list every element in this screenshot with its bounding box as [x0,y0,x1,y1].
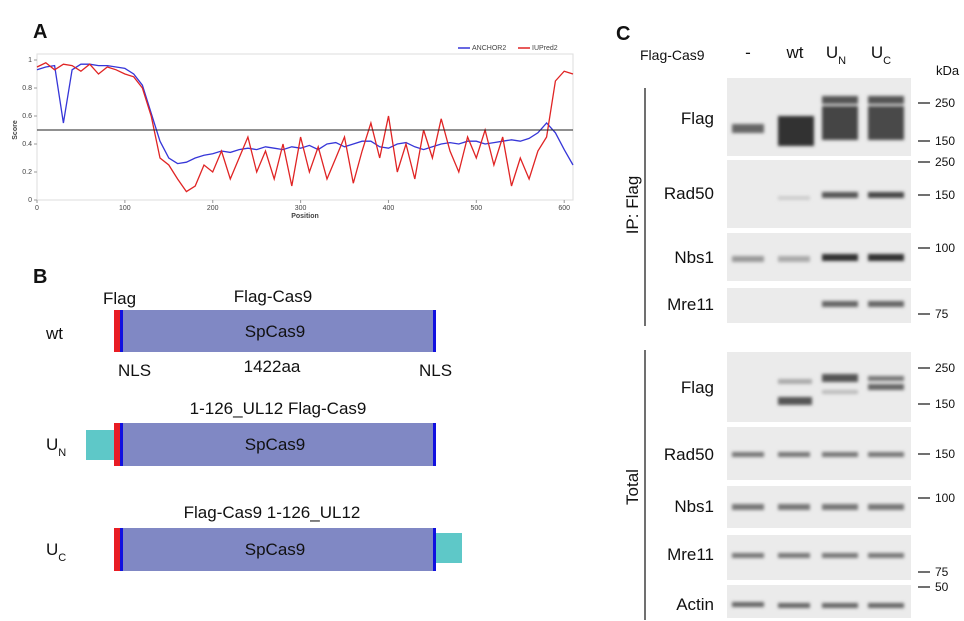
marker-label: 75 [935,565,949,579]
subscript: N [58,447,66,459]
construct-name: UC [46,540,66,564]
panel-c: C Flag-Cas9 - wt UN UC kDa IP: Flag Tota… [616,23,960,620]
marker-label: 100 [935,491,955,505]
legend-label: ANCHOR2 [472,45,506,52]
domain-label: SpCas9 [245,322,305,341]
y-tick-label: 0.2 [22,169,32,176]
flag-tag [114,423,120,466]
unit: kDa [936,63,960,78]
marker-label: 150 [935,188,955,202]
panel-a: A 0 0.2 0.4 0.6 0.8 1 0 100 200 300 400 500 600 Posit… [12,21,573,220]
marker-label: 50 [935,580,949,594]
flag-tag [114,528,120,571]
subscript: C [58,552,66,564]
x-tick-label: 300 [295,205,307,212]
construct-title: Flag-Cas9 1-126_UL12 [184,503,361,522]
blot-label: Flag [681,109,714,128]
x-tick-label: 100 [119,205,131,212]
lane-label: UN [826,43,846,67]
plot-frame [37,54,573,200]
x-tick-label: 0 [35,205,39,212]
x-tick-label: 500 [471,205,483,212]
construct-title: Flag-Cas9 [234,287,312,306]
construct-name: wt [45,324,63,343]
series-line [37,63,573,192]
blot-label: Nbs1 [674,248,714,267]
blot-label: Mre11 [667,295,714,314]
nls-label: NLS [118,361,151,380]
subscript: C [883,55,891,67]
nls [120,310,123,352]
marker-label: 150 [935,134,955,148]
marker-label: 250 [935,361,955,375]
subscript: N [838,55,846,67]
marker-label: 100 [935,241,955,255]
name: U [826,43,838,62]
construct-name: UN [46,435,66,459]
blot-images [727,78,911,618]
name: U [46,435,58,454]
legend-label: IUPred2 [532,45,558,52]
panel-b: B Flag Flag-Cas9 wt SpCas9 NLS 1422aa NL… [33,266,462,571]
ul12-domain [86,430,117,460]
name: U [46,540,58,559]
y-tick-label: 0.4 [22,141,32,148]
panel-label: A [33,21,47,43]
group-label: Total [623,469,642,505]
blot-label: Rad50 [664,184,714,203]
figure: A 0 0.2 0.4 0.6 0.8 1 0 100 200 300 400 500 600 Posit… [0,0,964,621]
x-tick-label: 600 [558,205,570,212]
lane-label: - [745,43,751,62]
y-tick-label: 0 [28,197,32,204]
flag-tag [114,310,120,352]
domain-label: SpCas9 [245,435,305,454]
x-axis-label: Position [291,213,319,220]
marker-label: 250 [935,155,955,169]
lane-label: UC [871,43,891,67]
blot-label: Rad50 [664,445,714,464]
panel-label: B [33,266,47,288]
marker-label: 250 [935,96,955,110]
nls [433,423,436,466]
blot-labels: Flag Rad50 Nbs1 Mre11 Flag Rad50 Nbs1 Mr… [664,109,714,614]
lane-label: wt [786,43,804,62]
y-axis-label: Score [12,120,19,140]
marker-label: 150 [935,447,955,461]
blot-label: Actin [676,595,714,614]
marker-label: 75 [935,307,949,321]
blot-label: Mre11 [667,545,714,564]
marker-label: 150 [935,397,955,411]
length-label: 1422aa [244,357,301,376]
markers [918,103,930,587]
nls [433,528,436,571]
nls [120,528,123,571]
nls-label: NLS [419,361,452,380]
group-label: IP: Flag [623,176,642,235]
name: U [871,43,883,62]
domain-label: SpCas9 [245,540,305,559]
construct-title: 1-126_UL12 Flag-Cas9 [190,399,367,418]
blot-label: Flag [681,378,714,397]
nls [433,310,436,352]
y-tick-label: 0.6 [22,113,32,120]
nls [120,423,123,466]
blot-label: Nbs1 [674,497,714,516]
x-tick-label: 200 [207,205,219,212]
panel-label: C [616,23,630,45]
ul12-domain [436,533,462,563]
row-label: Flag-Cas9 [640,47,705,63]
y-tick-label: 1 [28,57,32,64]
series-line [37,64,573,165]
x-tick-label: 400 [383,205,395,212]
y-tick-label: 0.8 [22,85,32,92]
tag-label: Flag [103,289,136,308]
